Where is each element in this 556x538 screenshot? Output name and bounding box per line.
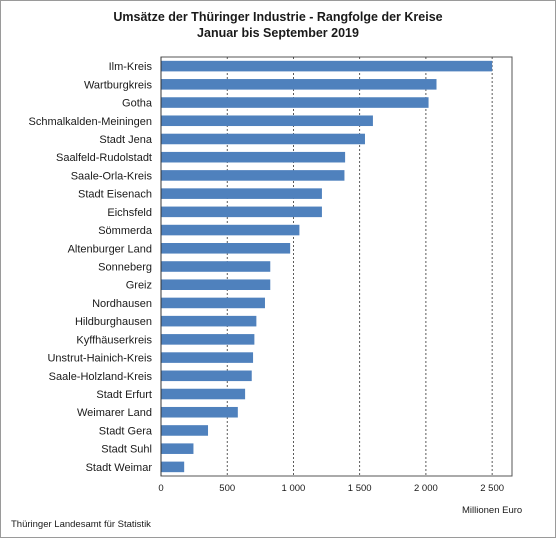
category-label: Schmalkalden-Meiningen: [28, 116, 152, 128]
bar-3: [161, 97, 429, 108]
bar-18: [161, 370, 252, 382]
x-tick-label: 1 000: [282, 483, 306, 494]
category-label: Hildburghausen: [75, 316, 152, 328]
bar-5: [161, 133, 365, 145]
category-label: Sömmerda: [98, 225, 153, 237]
category-label: Stadt Jena: [99, 134, 152, 146]
bar-17: [161, 352, 254, 363]
category-label: Wartburgkreis: [84, 79, 153, 91]
bar-2: [161, 79, 437, 90]
category-label: Unstrut-Hainich-Kreis: [47, 353, 152, 365]
bar-12: [161, 261, 271, 272]
bar-23: [161, 461, 185, 473]
bar-20: [161, 406, 238, 418]
category-label: Weimarer Land: [77, 407, 152, 419]
category-label: Stadt Weimar: [86, 462, 153, 474]
bar-22: [161, 443, 194, 454]
bar-7: [161, 170, 345, 181]
category-label: Stadt Erfurt: [96, 389, 152, 401]
category-label: Stadt Suhl: [101, 444, 152, 456]
bar-10: [161, 224, 300, 236]
category-label: Altenburger Land: [68, 243, 152, 255]
bar-1: [161, 60, 493, 72]
category-label: Kyffhäuserkreis: [76, 334, 152, 346]
category-label: Stadt Gera: [99, 425, 153, 437]
category-label: Ilm-Kreis: [109, 61, 153, 73]
category-label: Saale-Holzland-Kreis: [49, 371, 153, 383]
bar-8: [161, 188, 322, 199]
bar-14: [161, 297, 265, 309]
bar-13: [161, 279, 271, 291]
category-label: Gotha: [122, 98, 153, 110]
x-tick-label: 0: [158, 483, 163, 494]
bar-9: [161, 206, 322, 218]
bar-16: [161, 334, 255, 345]
x-tick-label: 1 500: [348, 483, 372, 494]
bar-21: [161, 425, 209, 436]
category-label: Saale-Orla-Kreis: [71, 170, 153, 182]
bar-11: [161, 242, 291, 254]
chart-title: Umsätze der Thüringer Industrie - Rangfo…: [113, 10, 443, 24]
chart-subtitle: Januar bis September 2019: [197, 26, 359, 40]
bar-15: [161, 315, 257, 327]
bar-19: [161, 388, 246, 400]
x-tick-label: 500: [219, 483, 235, 494]
bar-4: [161, 115, 373, 127]
category-label: Saalfeld-Rudolstadt: [56, 152, 152, 164]
x-tick-label: 2 500: [480, 483, 504, 494]
category-label: Eichsfeld: [107, 207, 152, 219]
source-note: Thüringer Landesamt für Statistik: [11, 519, 151, 530]
x-axis-unit-label: Millionen Euro: [462, 505, 523, 516]
bar-6: [161, 151, 346, 163]
x-tick-label: 2 000: [414, 483, 438, 494]
category-label: Nordhausen: [92, 298, 152, 310]
category-label: Stadt Eisenach: [78, 189, 152, 201]
category-label: Sonneberg: [98, 262, 152, 274]
category-label: Greiz: [126, 280, 152, 292]
